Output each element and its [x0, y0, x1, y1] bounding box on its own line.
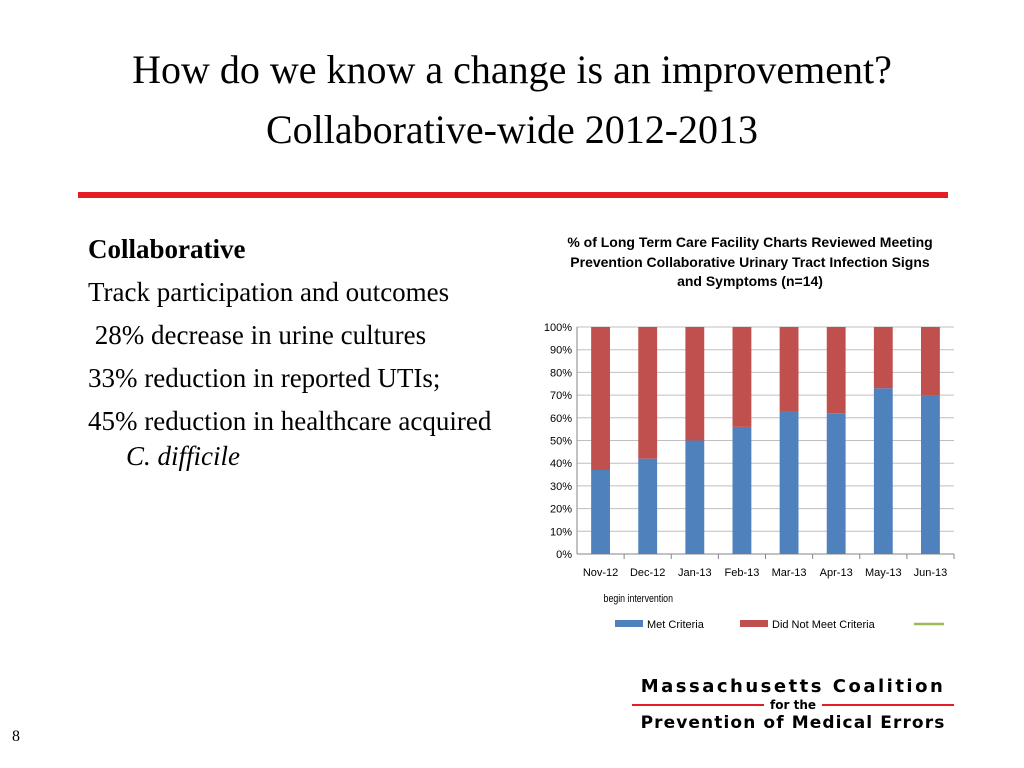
legend-label: Met Criteria [647, 619, 705, 631]
bar-segment [638, 458, 658, 554]
x-tick-label: Mar-13 [772, 567, 807, 579]
y-tick-label: 20% [550, 504, 572, 516]
y-tick-label: 60% [550, 413, 572, 425]
legend-swatch [740, 620, 768, 627]
c-difficile-italic: C. difficile [126, 441, 240, 472]
bar-segment [685, 327, 705, 441]
y-tick-label: 0% [556, 549, 572, 561]
bar-segment [921, 395, 940, 554]
bar-segment [732, 426, 752, 554]
bullet-participation: Track participation and outcomes [88, 277, 450, 308]
stacked-bar-chart: 0% 10% 20% 30% 40% 50% 60% 70% 80% 90% 100% Nov-12 D… [544, 322, 955, 631]
bar-segment [873, 327, 893, 389]
y-tick-label: 30% [550, 481, 572, 493]
x-tick-label: May-13 [865, 567, 902, 579]
logo-line-2: for the [632, 698, 955, 712]
slide-subtitle: Collaborative-wide 2012-2013 [265, 107, 759, 152]
y-tick-label: 80% [550, 367, 572, 379]
x-tick-label: Jan-13 [678, 567, 712, 579]
title-divider [78, 192, 948, 198]
bar-segment [638, 327, 658, 459]
logo-line-3: Prevention of Medical Errors [640, 713, 946, 733]
logo-rule-right [822, 704, 955, 706]
bar-segment [921, 327, 940, 396]
bullet-c-difficile-text: 45% reduction in healthcare acquired [88, 406, 499, 437]
bullet-c-difficile: 45% reduction in healthcare acquired C. … [88, 404, 508, 474]
bullet-urine-cultures: 28% decrease in urine cultures [88, 320, 427, 351]
y-tick-label: 10% [550, 526, 572, 538]
x-tick-label: Nov-12 [583, 567, 618, 579]
logo-for-the: for the [770, 698, 816, 712]
logo-rule-left [632, 704, 765, 706]
mcpme-logo: Massachusetts Coalition for the Preventi… [632, 676, 955, 733]
bar-segment [779, 410, 799, 554]
annotation-begin-intervention: begin intervention [604, 593, 673, 605]
logo-line-1: Massachusetts Coalition [640, 676, 946, 697]
y-tick-label: 90% [550, 345, 572, 357]
left-text-panel: Collaborative Track participation and ou… [88, 232, 508, 483]
bar-segment [873, 388, 893, 554]
bar-segment [732, 327, 752, 427]
y-tick-label: 100% [544, 322, 572, 334]
x-tick-label: Dec-12 [630, 567, 665, 579]
x-tick-label: Jun-13 [914, 567, 948, 579]
x-tick-label: Apr-13 [820, 567, 853, 579]
bar-segment [591, 470, 610, 554]
legend-label: Did Not Meet Criteria [772, 619, 876, 631]
y-tick-label: 40% [550, 458, 572, 470]
y-tick-label: 70% [550, 390, 572, 402]
bar-segment [779, 327, 799, 411]
chart-title: % of Long Term Care Facility Charts Revi… [567, 234, 933, 290]
bar-segment [685, 440, 705, 554]
y-tick-label: 50% [550, 436, 572, 448]
slide-title: How do we know a change is an improvemen… [132, 47, 892, 92]
page-number: 8 [12, 728, 20, 745]
bullet-utis: 33% reduction in reported UTIs; [88, 363, 441, 394]
bar-segment [826, 413, 846, 554]
bar-segment [826, 327, 846, 414]
bar-segment [591, 327, 610, 471]
x-tick-label: Feb-13 [725, 567, 760, 579]
legend-swatch [615, 620, 643, 627]
collaborative-heading: Collaborative [88, 234, 246, 264]
